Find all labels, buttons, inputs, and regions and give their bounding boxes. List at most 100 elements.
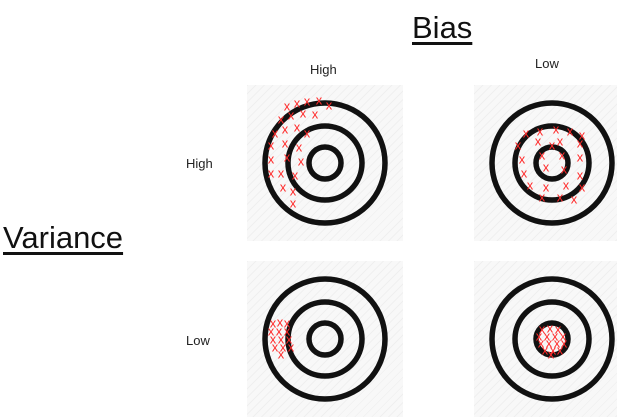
shot-marker: x [298, 154, 305, 169]
target-ring-3 [306, 144, 344, 182]
shot-marker: x [284, 99, 291, 114]
shot-marker: x [535, 134, 542, 149]
shot-marker: x [555, 322, 562, 337]
shot-marker: x [304, 94, 311, 109]
shot-marker: x [577, 136, 584, 151]
shot-marker: x [268, 166, 275, 181]
shot-marker: x [288, 108, 295, 123]
shot-marker: x [557, 134, 564, 149]
shot-marker: x [563, 178, 570, 193]
shot-marker: x [521, 166, 528, 181]
shot-marker: x [577, 150, 584, 165]
shot-marker: x [567, 124, 574, 139]
shot-marker: x [552, 329, 559, 344]
shot-marker: x [559, 148, 566, 163]
shot-marker: x [515, 138, 522, 153]
shot-marker: x [286, 332, 293, 347]
target-ring-3 [533, 320, 571, 358]
shot-marker: x [560, 329, 567, 344]
bias-low-label: Low [535, 56, 559, 71]
shot-marker: x [554, 336, 561, 351]
shot-marker: x [277, 315, 284, 330]
shot-marker: x [284, 150, 291, 165]
shot-marker: x [561, 336, 568, 351]
shot-marker: x [539, 190, 546, 205]
shot-marker: x [294, 96, 301, 111]
target-svg: x x xx x x xx x x xx x xx [489, 276, 615, 402]
shot-marker: x [519, 152, 526, 167]
shot-marker: x [539, 148, 546, 163]
shot-marker: x [282, 136, 289, 151]
shot-marker: x [270, 332, 277, 347]
shot-marker: x [577, 168, 584, 183]
target-ring-1 [262, 276, 388, 402]
shot-marker: x [272, 340, 279, 355]
shot-marker: x [278, 166, 285, 181]
shot-marker: x [284, 316, 291, 331]
shot-marker: x [270, 316, 277, 331]
shot-marker: x [268, 152, 275, 167]
shot-marker: x [536, 329, 543, 344]
target-ring-1 [489, 100, 615, 226]
shot-marker: x [537, 124, 544, 139]
shot-marker: x [553, 122, 560, 137]
shot-marker: x [550, 343, 557, 358]
bias-high-label: High [310, 62, 337, 77]
target-ring-1 [262, 100, 388, 226]
shot-marker: x [296, 140, 303, 155]
shot-marker: x [557, 343, 564, 358]
shot-marker: x [547, 321, 554, 336]
shot-marker: x [557, 190, 564, 205]
shot-marker: x [272, 126, 279, 141]
target-ring-1 [489, 276, 615, 402]
target-svg: x x xx x xx x xx x xx [262, 276, 388, 402]
variance-low-label: Low [186, 333, 210, 348]
shot-marker: x [276, 324, 283, 339]
shot-marker: x [290, 184, 297, 199]
shot-marker: x [546, 336, 553, 351]
bias-axis-title: Bias [412, 10, 473, 45]
shot-marker: x [579, 128, 586, 143]
shot-marker: x [278, 112, 285, 127]
shot-marker: x [527, 178, 534, 193]
shot-marker: x [304, 126, 311, 141]
shot-marker: x [268, 138, 275, 153]
shot-marker: x [278, 347, 285, 362]
shot-marker: x [300, 106, 307, 121]
target-ring-2 [285, 299, 365, 379]
shot-marker: x [278, 332, 285, 347]
shot-marker: x [294, 120, 301, 135]
target-ring-2 [285, 123, 365, 203]
shot-marker: x [538, 336, 545, 351]
shot-marker: x [548, 347, 555, 362]
shot-marker: x [326, 98, 333, 113]
shot-marker: x [561, 162, 568, 177]
target-ring-3 [533, 144, 571, 182]
shot-marker: x [290, 196, 297, 211]
shot-marker: x [542, 343, 549, 358]
shot-marker: x [549, 138, 556, 153]
shot-marker: x [280, 180, 287, 195]
target-ring-3 [306, 320, 344, 358]
shot-marker: x [316, 93, 323, 108]
shot-marker: x [312, 107, 319, 122]
shot-marker: x [543, 180, 550, 195]
shot-marker: x [288, 340, 295, 355]
variance-axis-title: Variance [3, 220, 124, 255]
shot-marker: x [543, 160, 550, 175]
shot-marker: x [571, 192, 578, 207]
variance-high-label: High [186, 156, 213, 171]
shot-marker: x [282, 122, 289, 137]
shot-marker: x [523, 126, 530, 141]
shot-marker: x [539, 322, 546, 337]
shot-marker: x [292, 168, 299, 183]
shot-marker: x [544, 329, 551, 344]
target-ring-2 [512, 123, 592, 203]
shot-marker: x [268, 324, 275, 339]
shot-marker: x [280, 340, 287, 355]
